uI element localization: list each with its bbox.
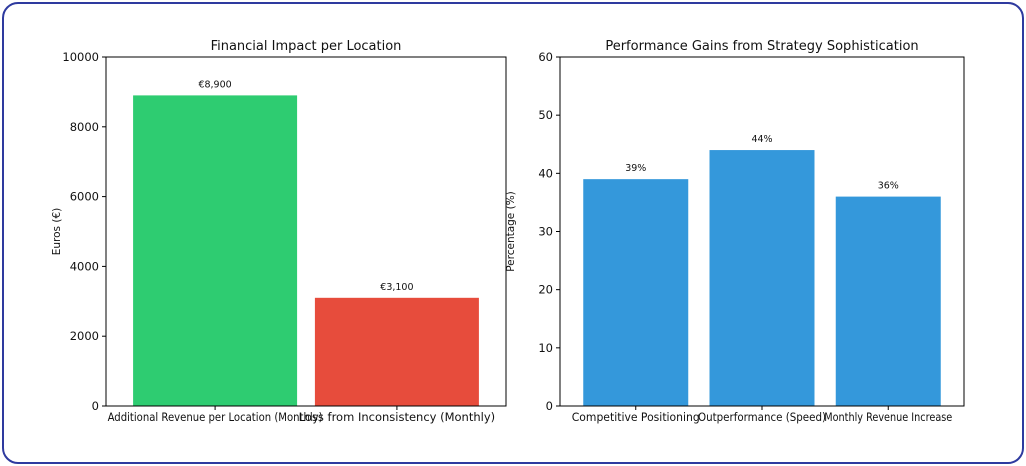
bar — [133, 95, 298, 406]
plot-frame — [559, 56, 965, 407]
x-tick-label: Outperformance (Speed) — [698, 410, 826, 424]
y-tick-label: 8000 — [70, 120, 99, 134]
chart-title: Performance Gains from Strategy Sophisti… — [605, 39, 918, 54]
data-label: €8,900 — [198, 79, 231, 90]
data-label: €3,100 — [380, 282, 413, 293]
bar — [314, 297, 479, 406]
y-tick-label: 50 — [538, 108, 553, 122]
y-tick-label: 4000 — [70, 259, 99, 273]
y-tick-label: 40 — [538, 166, 553, 180]
data-label: 36% — [878, 181, 899, 192]
y-axis-label: Euros (€) — [51, 208, 63, 255]
bar — [835, 196, 941, 406]
x-tick-label: Monthly Revenue Increase — [824, 410, 952, 424]
y-tick-label: 0 — [546, 399, 553, 413]
y-tick-label: 20 — [538, 283, 553, 297]
plot-frame — [105, 56, 507, 407]
data-label: 39% — [625, 163, 646, 174]
x-tick-label: Additional Revenue per Location (Monthly… — [108, 410, 323, 424]
y-tick-label: 10000 — [62, 50, 99, 64]
bar — [709, 150, 815, 406]
y-axis-label: Percentage (%) — [505, 191, 517, 272]
y-tick-label: 10 — [538, 341, 553, 355]
y-tick-label: 6000 — [70, 190, 99, 204]
chart-performance-gains: Performance Gains from Strategy Sophisti… — [505, 39, 965, 424]
x-tick-label: Competitive Positioning — [572, 410, 700, 424]
chart-marks: 0 10 20 30 40 50 60 39% Competitive Positioning 4… — [538, 50, 952, 424]
y-tick-label: 30 — [538, 225, 553, 239]
y-tick-label: 2000 — [70, 329, 99, 343]
x-tick-label: Loss from Inconsistency (Monthly) — [299, 410, 495, 424]
chart-financial-impact: Financial Impact per Location Euros (€) … — [51, 39, 507, 424]
bar — [583, 179, 689, 406]
y-tick-label: 60 — [538, 50, 553, 64]
chart-title: Financial Impact per Location — [211, 39, 402, 54]
chart-marks: 0 2000 4000 6000 8000 10000 €8,900 Additional R… — [62, 50, 495, 424]
data-label: 44% — [751, 134, 772, 145]
y-tick-label: 0 — [92, 399, 99, 413]
